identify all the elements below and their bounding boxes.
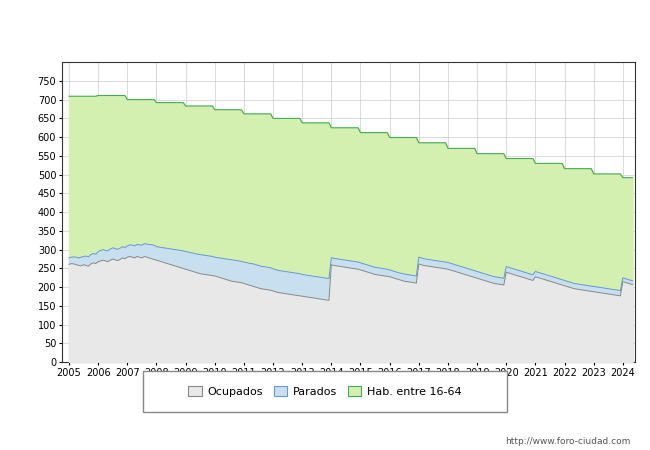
Text: http://www.foro-ciudad.com: http://www.foro-ciudad.com [505,436,630,446]
FancyBboxPatch shape [143,371,507,412]
Legend: Ocupados, Parados, Hab. entre 16-64: Ocupados, Parados, Hab. entre 16-64 [184,382,466,401]
Text: La Fatarella - Evolucion de la poblacion en edad de Trabajar Mayo de 2024: La Fatarella - Evolucion de la poblacion… [91,21,559,34]
